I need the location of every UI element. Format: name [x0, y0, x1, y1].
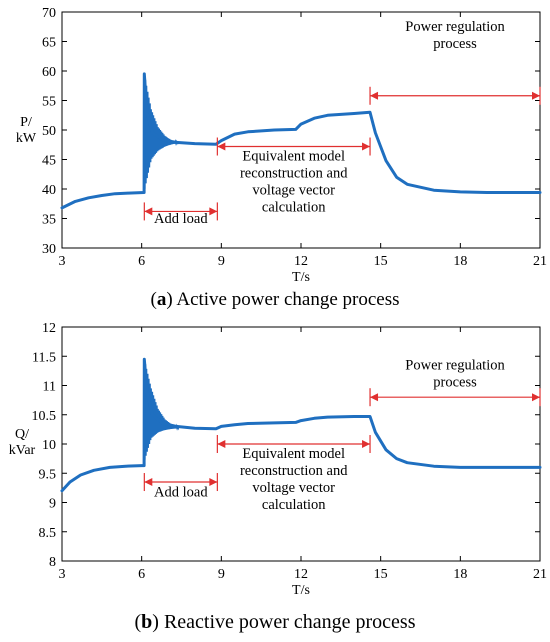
x-axis-label: T/s [292, 270, 310, 285]
annotation-head-right [362, 440, 371, 448]
x-tick-label: 3 [59, 254, 66, 269]
x-tick-label: 18 [453, 254, 467, 269]
annotation-text: Equivalent model [242, 446, 345, 462]
annotation-text: Power regulation [405, 358, 505, 374]
x-tick-label: 9 [218, 567, 225, 582]
chart-b-caption: (b) Reactive power change process [134, 611, 416, 633]
chart-b-caption-id: b [141, 611, 153, 633]
annotation-head-right [209, 478, 218, 487]
annotation-head-left [217, 142, 226, 151]
annotation-text: Add load [154, 211, 208, 227]
y-tick-label: 40 [42, 183, 56, 198]
oscillation-band [143, 73, 180, 189]
oscillation-band [143, 359, 180, 460]
annotation-head-right [532, 393, 540, 402]
x-tick-label: 12 [294, 254, 308, 269]
series-line [60, 72, 542, 210]
series-line [60, 357, 542, 493]
annotation-text: Equivalent model [242, 149, 345, 165]
annotation-head-left [370, 393, 379, 402]
annotation-text: reconstruction and [240, 166, 348, 182]
annotation-head-right [532, 91, 540, 100]
x-tick-label: 21 [533, 254, 547, 269]
annotation-text: voltage vector [252, 480, 335, 496]
y-tick-label: 30 [42, 242, 56, 257]
y-tick-label: 10.5 [32, 409, 57, 424]
annotation-text: process [433, 375, 477, 391]
x-tick-label: 6 [138, 567, 145, 582]
chart-a-caption: (a) Active power change process [150, 289, 400, 310]
x-tick-label: 18 [453, 567, 467, 582]
x-tick-label: 3 [59, 567, 66, 582]
y-axis-label: kVar [9, 443, 36, 458]
annotation-head-left [370, 91, 379, 100]
annotation-text: process [433, 36, 477, 52]
y-tick-label: 60 [42, 65, 56, 80]
annotation-head-right [209, 207, 218, 216]
y-tick-label: 11.5 [32, 350, 56, 365]
annotation-head-left [144, 478, 153, 487]
active-power-chart: 3 6 9 12 15 18 21 30 35 40 45 50 55 60 65 70 T/s P/kW Add … [16, 6, 547, 285]
chart-a-caption-id: a [156, 289, 167, 310]
y-tick-label: 9 [49, 497, 56, 512]
x-axis-label: T/s [292, 583, 310, 598]
y-tick-label: 50 [42, 124, 56, 139]
y-tick-label: 8 [49, 555, 56, 570]
annotation-text: calculation [262, 497, 326, 513]
y-axis-label: Q/ [15, 427, 29, 442]
annotation-head-right [362, 142, 371, 151]
y-axis-label: P/ [20, 115, 32, 130]
annotation-text: calculation [262, 200, 326, 216]
y-tick-label: 65 [42, 36, 56, 51]
annotation-text: Power regulation [405, 19, 505, 35]
annotation-head-left [217, 440, 226, 448]
annotation: Add load [143, 202, 218, 227]
y-tick-label: 12 [42, 321, 56, 336]
y-tick-label: 10 [42, 438, 56, 453]
y-axis-label: kW [16, 131, 37, 146]
annotation-text: voltage vector [252, 183, 335, 199]
annotation-text: Add load [154, 485, 208, 501]
y-tick-label: 8.5 [39, 526, 57, 541]
y-tick-label: 70 [42, 6, 56, 21]
annotation: Add load [143, 473, 218, 501]
y-tick-label: 35 [42, 213, 56, 228]
annotation-head-left [144, 207, 153, 216]
x-tick-label: 12 [294, 567, 308, 582]
y-tick-label: 11 [43, 380, 56, 395]
y-tick-label: 45 [42, 154, 56, 169]
x-tick-label: 15 [374, 567, 388, 582]
y-tick-label: 55 [42, 95, 56, 110]
x-tick-label: 9 [218, 254, 225, 269]
y-tick-label: 9.5 [39, 467, 57, 482]
reactive-power-chart: 3 6 9 12 15 18 2188.599.51010.51111.512T/sQ/kV… [9, 321, 547, 598]
annotation-text: reconstruction and [240, 463, 348, 479]
x-tick-label: 15 [374, 254, 388, 269]
x-tick-label: 6 [138, 254, 145, 269]
x-tick-label: 21 [533, 567, 547, 582]
